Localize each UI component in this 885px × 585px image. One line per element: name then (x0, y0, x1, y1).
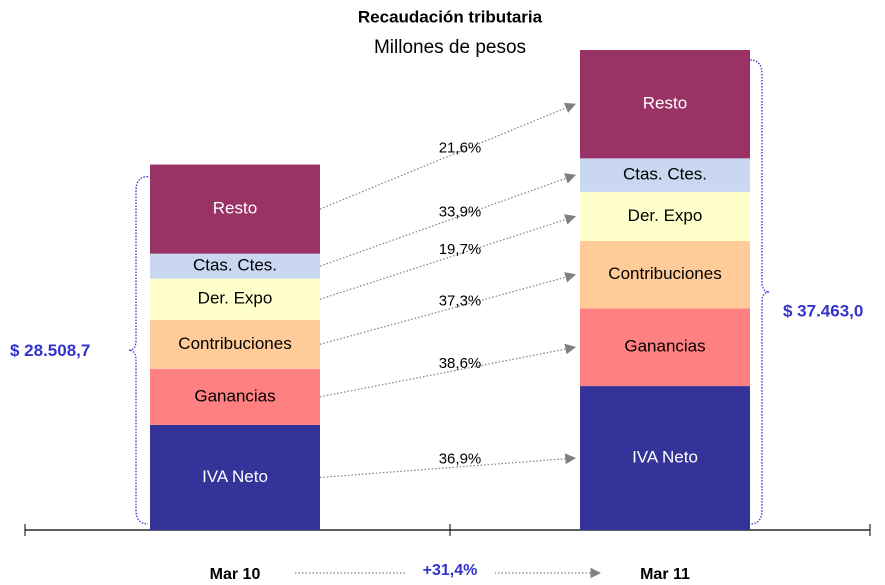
category-label: Mar 11 (640, 566, 690, 583)
segment-label: Ctas. Ctes. (193, 256, 277, 275)
segment-label: Ctas. Ctes. (623, 165, 707, 184)
growth-label: 38,6% (439, 355, 482, 372)
chart-subtitle: Millones de pesos (374, 37, 526, 58)
bar-segment (580, 158, 750, 192)
total-label: $ 28.508,7 (10, 341, 90, 360)
growth-label: 33,9% (439, 204, 482, 221)
total-brace (749, 59, 770, 525)
category-label: Mar 10 (210, 566, 261, 583)
total-brace (128, 175, 149, 525)
bar-segment (580, 191, 750, 242)
segment-label: Der. Expo (198, 289, 273, 308)
total-change-label: +31,4% (423, 562, 478, 579)
bar-segment (150, 424, 320, 530)
segment-label: Contribuciones (178, 334, 291, 353)
growth-label: 37,3% (439, 292, 482, 309)
segment-label: Ganancias (194, 386, 275, 405)
segment-label: IVA Neto (632, 448, 698, 467)
bar-segment (150, 253, 320, 279)
growth-label: 19,7% (439, 241, 482, 258)
growth-label: 36,9% (439, 451, 482, 468)
growth-arrow (319, 453, 577, 479)
segment-label: Resto (213, 199, 257, 218)
segment-label: Contribuciones (608, 264, 721, 283)
segment-label: IVA Neto (202, 467, 268, 486)
total-label: $ 37.463,0 (783, 301, 863, 320)
segment-label: Der. Expo (628, 206, 703, 225)
bar-segment (580, 308, 750, 387)
bar-segment (580, 241, 750, 309)
label-bg (405, 561, 495, 583)
growth-arrow (319, 102, 576, 210)
growth-arrow (319, 272, 577, 345)
bar-segment (580, 50, 750, 159)
growth-label: 21,6% (439, 140, 482, 157)
segment-label: Resto (643, 94, 687, 113)
growth-arrow (319, 343, 577, 398)
bar-segment (150, 278, 320, 320)
bar-segment (150, 319, 320, 369)
growth-arrow (319, 214, 577, 300)
bar-segment (580, 386, 750, 530)
bar-segment (150, 368, 320, 425)
bar-segment (150, 164, 320, 254)
chart-title: Recaudación tributaria (358, 7, 543, 26)
segment-label: Ganancias (624, 337, 705, 356)
